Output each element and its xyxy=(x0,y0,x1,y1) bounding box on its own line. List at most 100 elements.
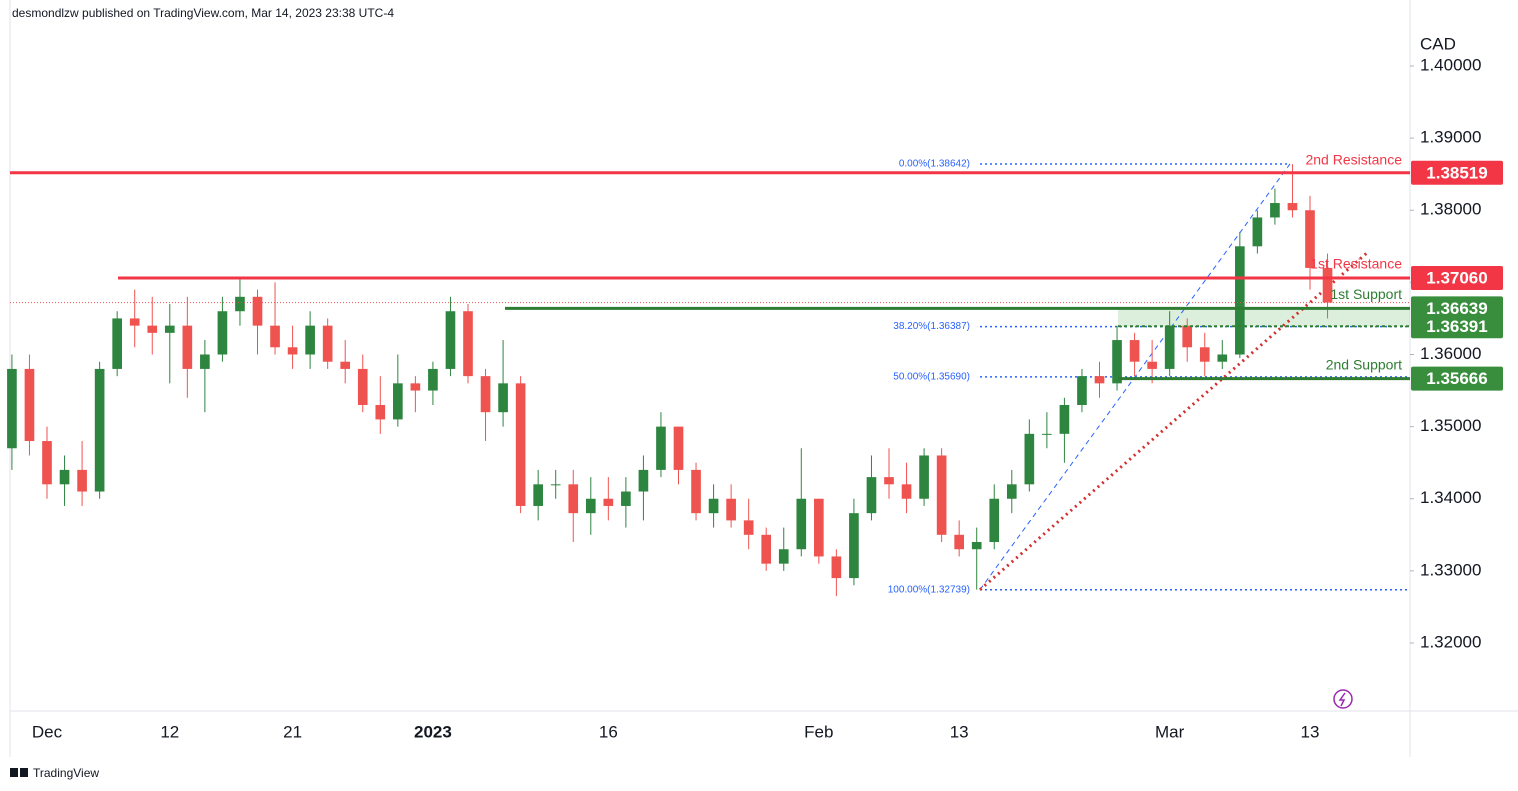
x-tick-label: 13 xyxy=(950,722,969,741)
candle-body xyxy=(129,318,140,326)
candle-body xyxy=(1270,203,1280,218)
x-tick-label: 21 xyxy=(283,722,302,741)
candle-body xyxy=(357,368,368,405)
y-axis-label: CAD xyxy=(1420,34,1456,53)
candle-body xyxy=(1147,361,1157,369)
candle-body xyxy=(305,325,315,355)
candle-body xyxy=(515,383,526,506)
candle-body xyxy=(936,455,947,535)
candle-body xyxy=(1024,433,1035,485)
candle-body xyxy=(1217,354,1228,362)
price-tag xyxy=(1411,366,1503,391)
y-tick-label: 1.32000 xyxy=(1420,632,1481,651)
candle-body xyxy=(1235,246,1245,355)
candle-body xyxy=(252,296,263,326)
candle-body xyxy=(533,484,543,506)
candle-body xyxy=(550,484,561,486)
candle-body xyxy=(410,383,421,391)
tv-logo xyxy=(10,768,28,777)
candle-body xyxy=(656,426,666,470)
price-tag-label: 1.35666 xyxy=(1426,369,1487,388)
x-tick-label: Dec xyxy=(32,722,63,741)
fib-label: 38.20%(1.36387) xyxy=(893,321,970,332)
candle-body xyxy=(217,311,228,355)
candle-body xyxy=(235,296,245,312)
fib-trend xyxy=(979,163,1291,590)
price-tag xyxy=(1411,314,1503,339)
candle-body xyxy=(375,404,386,420)
candle-body xyxy=(393,383,403,420)
candle-body xyxy=(1322,267,1333,303)
candle-body xyxy=(621,491,631,506)
candle-body xyxy=(1182,325,1193,348)
candle-body xyxy=(1129,340,1140,362)
candle-body xyxy=(954,534,964,550)
x-tick-label: Mar xyxy=(1155,722,1185,741)
candle-body xyxy=(866,477,877,514)
candle-body xyxy=(849,513,859,579)
candle-body xyxy=(708,498,719,514)
fib-label: 100.00%(1.32739) xyxy=(888,584,970,595)
candle-body xyxy=(831,556,842,579)
level-name: 1st Support xyxy=(1330,286,1402,302)
y-tick-label: 1.33000 xyxy=(1420,560,1481,579)
candle-body xyxy=(42,441,52,485)
candle-body xyxy=(322,325,333,362)
candle-body xyxy=(428,368,438,391)
candle-body xyxy=(919,455,929,499)
candle-body xyxy=(691,469,701,514)
candle-body xyxy=(1094,376,1105,384)
candle-body xyxy=(59,469,70,485)
candle-body xyxy=(1164,325,1175,369)
header: desmondlzw published on TradingView.com,… xyxy=(12,6,394,20)
candle-body xyxy=(94,368,105,492)
fib-label: 0.00%(1.38642) xyxy=(899,159,970,170)
candle-body xyxy=(796,498,807,550)
support-zone xyxy=(1118,308,1410,327)
candle-body xyxy=(884,477,894,485)
candle-body xyxy=(971,542,982,550)
price-tag-label: 1.37060 xyxy=(1426,269,1487,288)
price-tag xyxy=(1411,266,1503,291)
candle-body xyxy=(989,498,1000,543)
candle-body xyxy=(1199,347,1210,362)
candle-body xyxy=(1006,484,1017,499)
candle-body xyxy=(585,498,596,514)
x-tick-label: Feb xyxy=(804,722,833,741)
y-tick-label: 1.36000 xyxy=(1420,344,1481,363)
candle-body xyxy=(1287,203,1298,211)
candle-body xyxy=(270,325,280,348)
y-tick-label: 1.34000 xyxy=(1420,488,1481,507)
candle-body xyxy=(463,311,473,377)
candle-body xyxy=(77,469,87,492)
candle-body xyxy=(1112,340,1122,384)
candle-body xyxy=(287,347,298,355)
candle-body xyxy=(603,498,614,506)
y-tick-label: 1.35000 xyxy=(1420,416,1481,435)
x-tick-label: 13 xyxy=(1301,722,1320,741)
level-name: 2nd Support xyxy=(1326,356,1402,372)
level-name: 2nd Resistance xyxy=(1305,152,1402,168)
candle-body xyxy=(743,520,754,535)
alert-icon xyxy=(1333,689,1353,709)
trend-line xyxy=(979,250,1369,591)
candle-body xyxy=(1059,404,1070,434)
price-tag-label: 1.36639 xyxy=(1426,299,1487,318)
fib-label: 50.00%(1.35690) xyxy=(893,371,970,382)
candle-body xyxy=(673,426,684,470)
candle-body xyxy=(340,361,351,369)
footer: TradingView xyxy=(33,766,99,780)
y-tick-label: 1.40000 xyxy=(1420,55,1481,74)
candle-body xyxy=(480,376,491,413)
x-tick-label: 12 xyxy=(160,722,179,741)
x-tick-label: 2023 xyxy=(414,722,452,741)
candle-body xyxy=(24,368,35,442)
candle-body xyxy=(182,325,193,369)
candle-body xyxy=(901,484,912,499)
candle-body xyxy=(1042,433,1052,435)
candle-body xyxy=(726,498,736,521)
candle-body xyxy=(778,549,789,564)
